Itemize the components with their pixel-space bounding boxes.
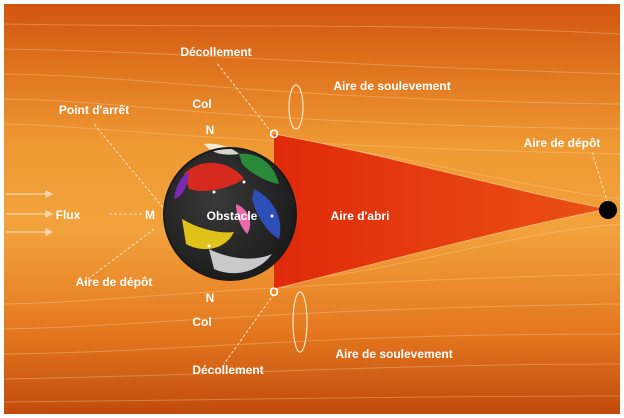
flow-diagram: Décollement Aire de soulevement Point d'… [4,4,620,414]
label-decollement-top: Décollement [180,45,251,59]
label-o-bottom: O [269,285,278,299]
uplift-zone-bottom [292,291,308,353]
diagram-frame: Décollement Aire de soulevement Point d'… [4,4,620,414]
label-m: M [145,208,155,222]
label-aire-soulevement-bottom: Aire de soulevement [335,347,452,361]
label-aire-depot-left: Aire de dépôt [76,275,153,289]
label-flux: Flux [56,208,81,222]
shelter-zone [274,134,608,289]
label-n-top: N [206,123,215,137]
label-aire-soulevement-top: Aire de soulevement [333,79,450,93]
label-col-top: Col [192,97,211,111]
label-o-top: O [269,127,278,141]
label-decollement-bottom: Décollement [192,363,263,377]
label-n-bottom: N [206,291,215,305]
leader-lines [83,61,609,365]
label-col-bottom: Col [192,315,211,329]
label-point-arret: Point d'arrêt [59,103,129,117]
depot-marker [599,201,617,219]
obstacle-sphere [163,143,297,281]
flow-streamlines [4,23,620,403]
label-obstacle: Obstacle [207,209,258,223]
flux-arrows [6,190,54,236]
label-aire-depot-right: Aire de dépôt [524,136,601,150]
uplift-zone-top [288,84,304,130]
label-aire-abri: Aire d'abri [331,209,390,223]
